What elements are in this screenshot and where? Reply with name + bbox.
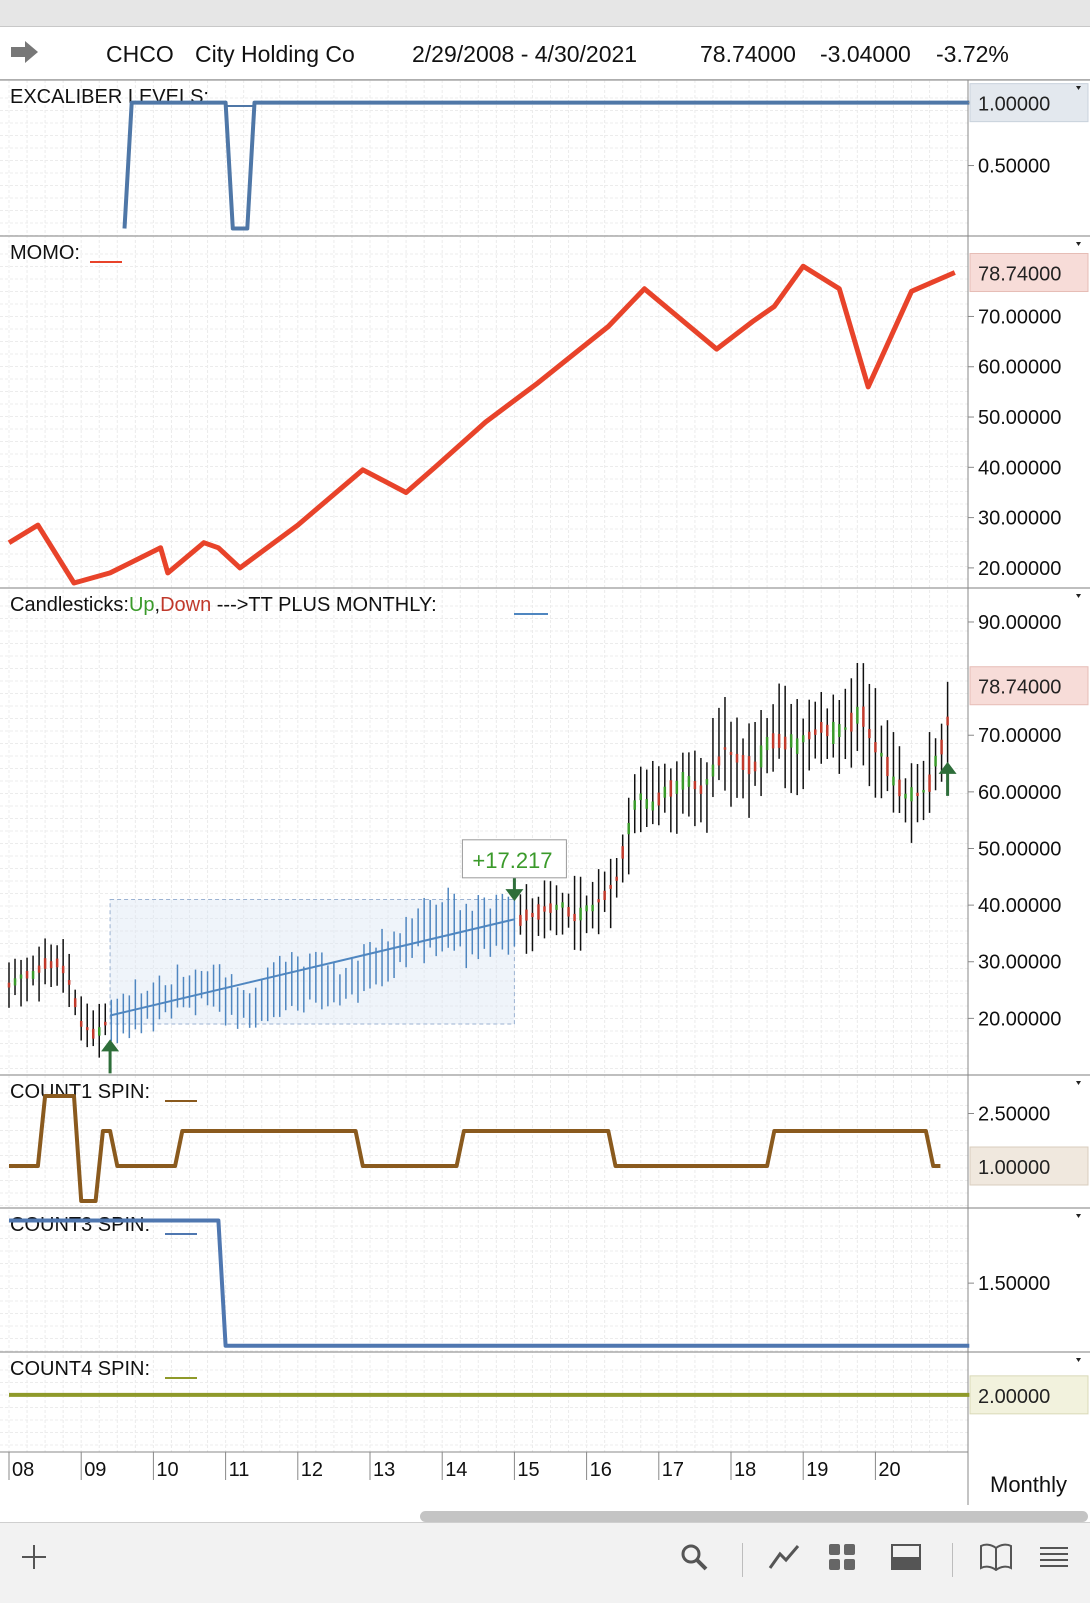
x-tick-label: 14	[445, 1459, 467, 1481]
x-tick-label: 09	[84, 1459, 106, 1481]
count3-line	[9, 1218, 970, 1348]
y-tick-label: 2.50000	[978, 1104, 1050, 1126]
excaliber-last-value-bg	[969, 83, 1089, 123]
x-tick-label: 08	[12, 1459, 34, 1481]
toolbar-divider	[952, 1543, 953, 1577]
count4-last-value-bg	[969, 1375, 1089, 1415]
bottom-toolbar	[0, 1522, 1090, 1603]
forward-arrow-icon[interactable]	[10, 39, 40, 71]
chevron-down-icon	[1076, 86, 1081, 90]
y-tick-label: 40.00000	[978, 895, 1061, 917]
gain-annotation: +17.217	[472, 848, 552, 873]
panel-title: COUNT3 SPIN:	[10, 1214, 150, 1236]
periodicity-selector[interactable]: Monthly	[990, 1472, 1068, 1497]
grid-lines	[0, 80, 968, 1452]
draw-line-icon[interactable]	[762, 1535, 806, 1579]
panel-title: COUNT1 SPIN:	[10, 1081, 150, 1103]
toolbar-divider	[742, 1543, 743, 1577]
horizontal-scrollbar[interactable]	[420, 1511, 1088, 1522]
legend-part: ,	[155, 594, 161, 616]
momo-last-value-bg	[969, 253, 1089, 293]
candlestick-legend: Candlesticks:Up,Down --->TT PLUS MONTHLY…	[10, 594, 437, 616]
y-tick-label: 90.00000	[978, 612, 1061, 634]
legend-part: Up	[129, 594, 155, 616]
y-tick-label: 20.00000	[978, 1008, 1061, 1030]
momo-last-value: 78.74000	[978, 264, 1061, 286]
buy-arrow-icon	[101, 1039, 120, 1052]
count1-last-value: 1.00000	[978, 1157, 1050, 1179]
excaliber-last-value: 1.00000	[978, 94, 1050, 116]
chevron-down-icon	[1076, 1081, 1081, 1085]
x-tick-label: 12	[301, 1459, 323, 1481]
chevron-down-icon	[1076, 1214, 1081, 1218]
price-change: -3.04000	[820, 41, 911, 67]
price-last-value: 78.74000	[978, 677, 1061, 699]
y-tick-label: 60.00000	[978, 782, 1061, 804]
x-tick-label: 11	[229, 1459, 250, 1481]
quote-header: CHCO City Holding Co 2/29/2008 - 4/30/20…	[0, 27, 1090, 80]
menu-icon[interactable]	[1032, 1535, 1076, 1579]
y-tick-label: 0.50000	[978, 156, 1050, 178]
panel-icon[interactable]	[884, 1535, 928, 1579]
legend-part: Down	[160, 594, 211, 616]
x-tick-label: 16	[590, 1459, 612, 1481]
x-tick-label: 13	[373, 1459, 395, 1481]
chart-area[interactable]: EXCALIBER LEVELS: 1.00000 0.50000 1.00000 MO…	[0, 0, 1090, 1522]
x-tick-label: 20	[878, 1459, 900, 1481]
y-tick-label: 20.00000	[978, 558, 1061, 580]
y-tick-label: 1.50000	[978, 1273, 1050, 1295]
legend-part: Candlesticks:	[10, 594, 129, 616]
date-range[interactable]: 2/29/2008 - 4/30/2021	[412, 41, 638, 67]
y-tick-label: 60.00000	[978, 357, 1061, 379]
panel-title: MOMO:	[10, 242, 80, 264]
last-price: 78.74000	[700, 41, 796, 67]
count4-last-value: 2.00000	[978, 1386, 1050, 1408]
y-tick-label: 50.00000	[978, 838, 1061, 860]
x-tick-label: 18	[734, 1459, 756, 1481]
y-tick-label: 30.00000	[978, 508, 1061, 530]
x-tick-label: 17	[662, 1459, 684, 1481]
book-icon[interactable]	[974, 1535, 1018, 1579]
chevron-down-icon	[1076, 242, 1081, 246]
ticker-symbol: CHCO	[106, 41, 174, 67]
x-tick-label: 10	[156, 1459, 178, 1481]
momo-line	[7, 263, 956, 586]
buy-arrow-icon	[938, 761, 957, 774]
plus-icon[interactable]	[12, 1535, 56, 1579]
y-tick-label: 70.00000	[978, 725, 1061, 747]
gain-annotation-box	[461, 839, 567, 879]
y-tick-label: 70.00000	[978, 306, 1061, 328]
grid-icon[interactable]	[820, 1535, 864, 1579]
y-tick-label: 40.00000	[978, 457, 1061, 479]
panel-title: EXCALIBER LEVELS:	[10, 86, 209, 108]
chevron-down-icon	[1076, 1358, 1081, 1362]
y-tick-label: 50.00000	[978, 407, 1061, 429]
legend-part: --->TT PLUS MONTHLY:	[211, 594, 436, 616]
chevron-down-icon	[1076, 594, 1081, 598]
price-change-percent: -3.72%	[936, 41, 1009, 67]
price-last-value-bg	[969, 666, 1089, 706]
company-name: City Holding Co	[195, 41, 355, 67]
search-icon[interactable]	[672, 1535, 716, 1579]
sell-arrow-icon	[505, 889, 524, 902]
x-tick-label: 19	[806, 1459, 828, 1481]
y-tick-label: 30.00000	[978, 952, 1061, 974]
top-strip	[0, 0, 1090, 27]
count1-line	[9, 1094, 941, 1203]
count1-last-value-bg	[969, 1146, 1089, 1186]
panel-title: COUNT4 SPIN:	[10, 1358, 150, 1380]
x-tick-label: 15	[517, 1459, 539, 1481]
excaliber-line	[122, 100, 970, 231]
tt-plus-line	[109, 918, 515, 1017]
